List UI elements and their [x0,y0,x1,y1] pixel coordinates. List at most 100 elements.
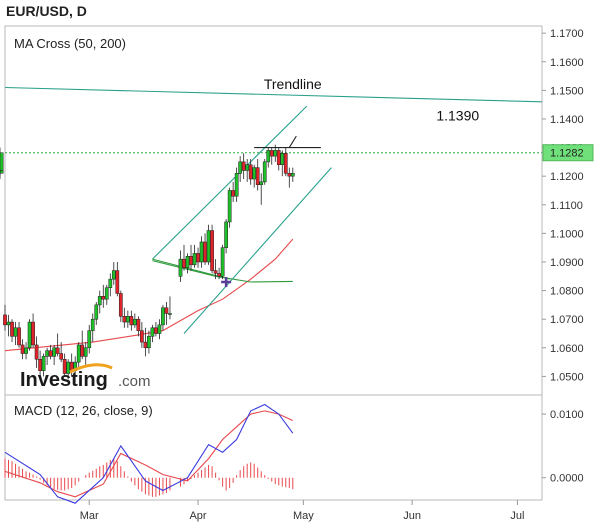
resistance-label: 1.1390 [436,107,479,123]
y-tick-label: 1.0900 [550,257,584,269]
candle-body [13,327,18,337]
candle-body [245,164,250,171]
candle-body [217,273,221,277]
candle-body [220,247,225,277]
candle-body [101,296,106,300]
y-tick-label: 1.0700 [550,314,584,326]
candle-body [227,190,232,223]
x-tick-label: Jun [403,510,421,522]
axes: 1.17001.16001.15001.14001.13001.12001.11… [80,28,594,522]
candle-body [213,270,218,274]
candle-body [108,278,113,288]
candle-body [129,316,134,326]
current-price-box [542,144,594,162]
candle-body [255,167,260,186]
candle-body [157,324,162,334]
candle-body [273,150,278,157]
candle-body [161,307,165,326]
candle-body [41,356,46,371]
candle-body [52,347,56,357]
candle-body [266,150,271,163]
candle-body [196,253,200,263]
candle-body [0,152,4,171]
candle-body [133,318,137,326]
candle-body [203,241,207,263]
candle-body [10,321,14,337]
candle-body [290,173,295,177]
candle-body [111,270,116,280]
current-price-label: 1.1282 [550,148,584,160]
ma-200-line [4,238,294,352]
macd-plot [4,403,294,504]
candle-body [182,258,186,268]
candle-body [164,307,169,314]
x-tick-label: Jul [510,510,524,522]
candle-body [55,347,60,354]
candle-body [80,344,85,357]
candle-body [147,336,151,349]
candle-body [140,330,144,343]
y-tick-label: 1.1200 [550,171,584,183]
candle-body [210,230,214,271]
candle-body [118,293,123,317]
candle-body [262,161,267,183]
symbol-title: EUR/USD, D [6,3,87,19]
channel-line [288,135,297,148]
trendline-label: Trendline [264,76,322,92]
candle-body [234,173,239,197]
candle-body [185,256,190,268]
investing-logo: Investing .com [20,363,151,391]
candle-body [143,341,148,349]
channel-line [152,105,308,260]
channel-line [183,167,332,334]
main-panel [4,25,543,396]
y-tick-label: 1.1000 [550,228,584,240]
candle-body [287,173,292,177]
main-indicator-label: MA Cross (50, 200) [14,36,126,51]
candle-body [238,161,243,174]
investing-logo-suffix: .com [118,373,151,390]
candle-body [231,190,235,197]
candle-body [59,353,64,360]
candle-body [252,167,257,180]
trendline [4,86,543,103]
candle-body [269,150,274,157]
y-tick-label: 1.1500 [550,85,584,97]
candle-body [17,327,21,346]
golden-cross-marker-icon [221,277,232,288]
y-tick-label: 1.1100 [550,200,583,212]
candle-body [34,344,39,360]
x-tick-label: May [293,510,314,522]
x-tick-label: Apr [189,510,206,522]
candle-body [97,296,102,306]
y-tick-label: 1.0500 [550,371,584,383]
candle-body [87,330,92,349]
macd-y-tick-label: 0.0100 [550,409,584,421]
candle-body [62,358,67,374]
candle-body [189,256,193,266]
candle-body [283,153,288,174]
candle-body [27,321,32,349]
candle-body [178,258,183,277]
macd-y-tick-label: 0.0000 [550,473,584,485]
y-tick-label: 1.0600 [550,343,584,355]
candle-body [276,150,281,165]
candle-body [125,316,130,323]
candle-body [20,344,25,354]
candle-body [0,170,4,174]
y-tick-label: 1.1400 [550,114,584,126]
logo-swoosh-icon [69,363,113,374]
candle-body [76,344,81,363]
candle-body [168,313,172,315]
candle-body [24,347,28,354]
candle-body [248,164,253,180]
macd-line [4,403,294,504]
y-tick-label: 1.0800 [550,286,584,298]
candle-body [154,327,158,334]
macd-signal-line [4,410,294,498]
candle-body [150,327,155,337]
candle-body [90,318,95,331]
candle-body [66,361,71,374]
candle-body [3,314,7,326]
